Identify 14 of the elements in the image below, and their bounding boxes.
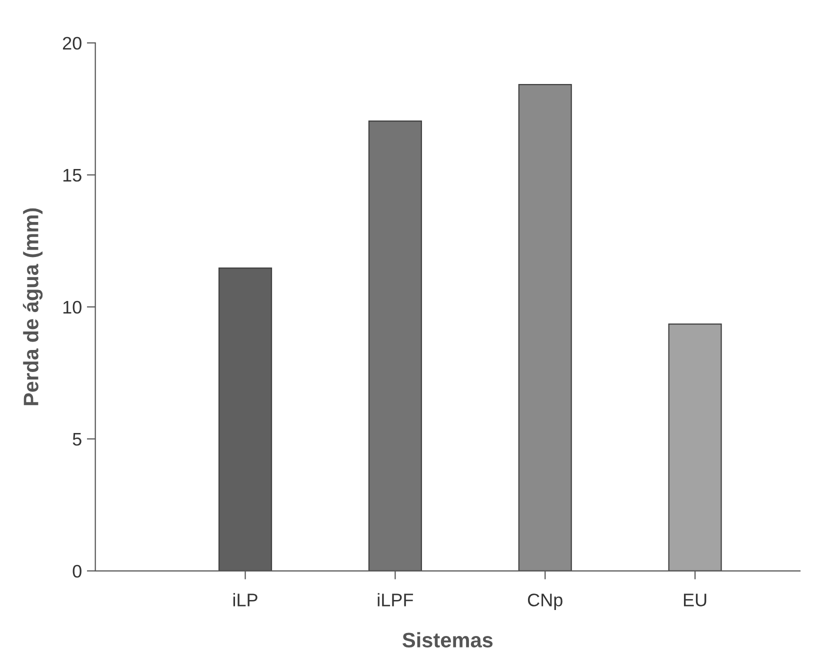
y-axis-title: Perda de água (mm): [22, 208, 43, 406]
x-tick-label: iLP: [233, 593, 258, 606]
x-tick-label: iLPF: [378, 593, 414, 606]
y-tick-label: 10: [63, 300, 82, 314]
x-axis-title: Sistemas: [402, 632, 493, 648]
bar: [368, 120, 422, 571]
bar: [668, 324, 722, 571]
x-tick-label: EU: [684, 594, 706, 606]
bar: [518, 84, 572, 571]
y-tick-label: 5: [72, 433, 82, 446]
x-tick-label: CNp: [528, 594, 562, 610]
y-tick-label: 0: [72, 564, 82, 578]
y-tick-label: 20: [62, 36, 82, 50]
y-tick-label: 15: [63, 169, 82, 182]
